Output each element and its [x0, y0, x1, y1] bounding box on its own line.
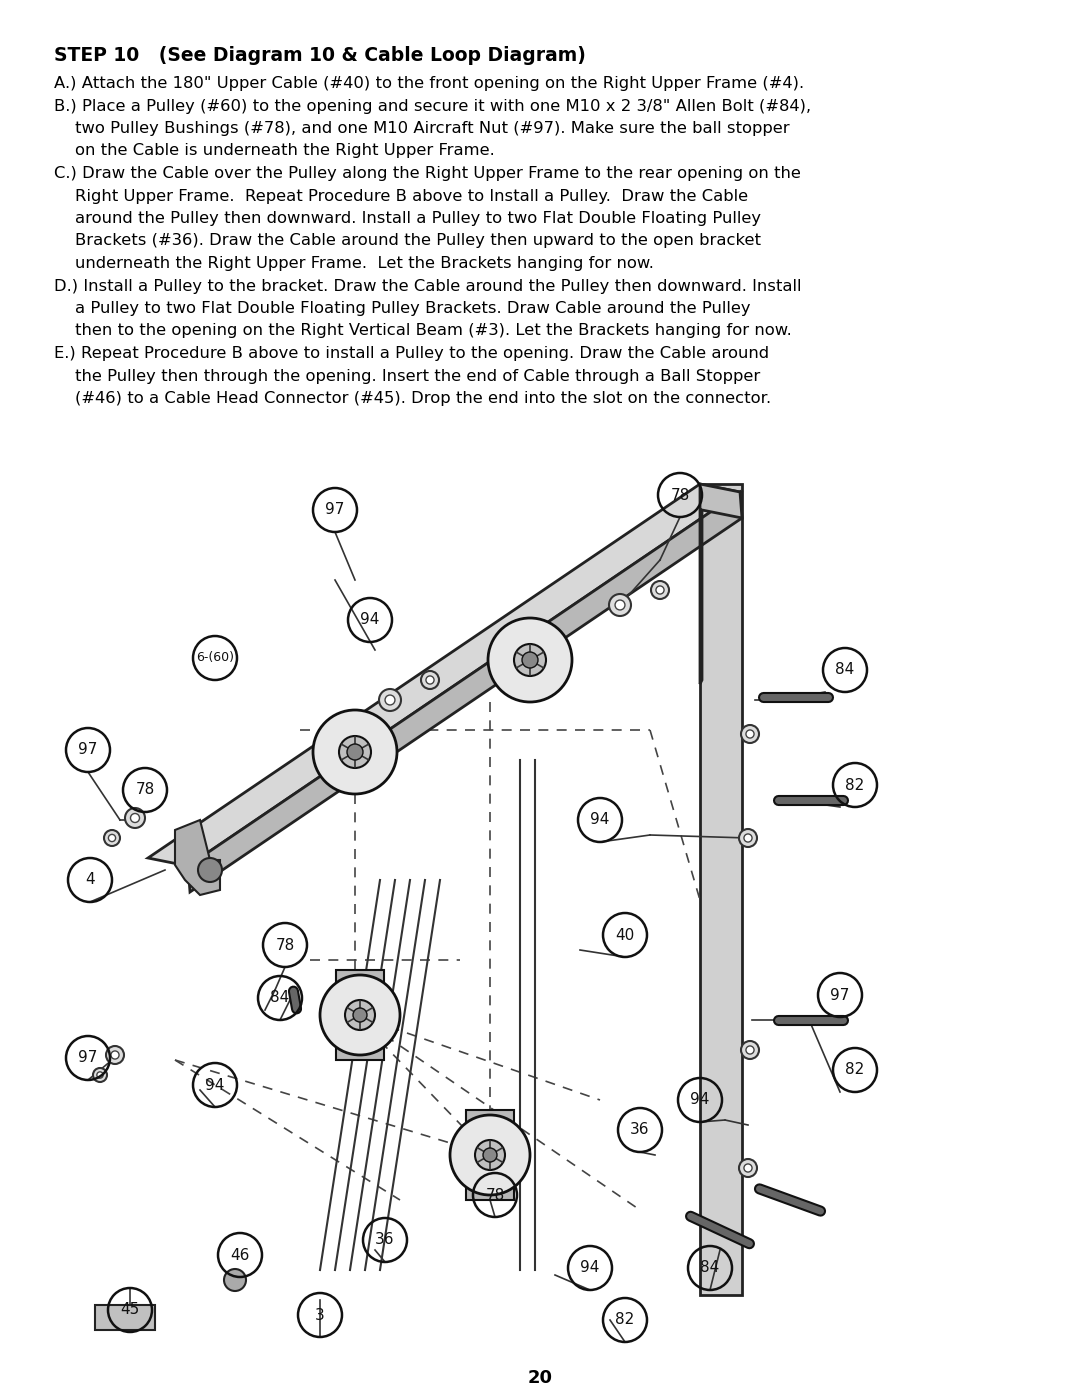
- Bar: [465, 1111, 514, 1200]
- Circle shape: [106, 1046, 124, 1065]
- Text: B.) Place a Pulley (#60) to the opening and secure it with one M10 x 2 3/8" Alle: B.) Place a Pulley (#60) to the opening …: [54, 99, 811, 113]
- Text: 36: 36: [631, 1123, 650, 1137]
- Text: 97: 97: [79, 1051, 97, 1066]
- Circle shape: [483, 1148, 497, 1162]
- Circle shape: [744, 1164, 752, 1172]
- Circle shape: [514, 644, 546, 676]
- Text: STEP 10   (See Diagram 10 & Cable Loop Diagram): STEP 10 (See Diagram 10 & Cable Loop Dia…: [54, 46, 585, 66]
- Text: 78: 78: [275, 937, 295, 953]
- Text: A.) Attach the 180" Upper Cable (#40) to the front opening on the Right Upper Fr: A.) Attach the 180" Upper Cable (#40) to…: [54, 75, 805, 91]
- Text: 82: 82: [846, 778, 865, 792]
- Text: 94: 94: [205, 1077, 225, 1092]
- Text: 97: 97: [831, 988, 850, 1003]
- Circle shape: [739, 828, 757, 847]
- Circle shape: [104, 830, 120, 847]
- Circle shape: [379, 689, 401, 711]
- Text: 84: 84: [700, 1260, 719, 1275]
- Text: 46: 46: [230, 1248, 249, 1263]
- Text: 94: 94: [361, 612, 380, 627]
- Circle shape: [353, 1009, 367, 1023]
- Text: 97: 97: [325, 503, 345, 517]
- Text: underneath the Right Upper Frame.  Let the Brackets hanging for now.: underneath the Right Upper Frame. Let th…: [54, 256, 653, 271]
- Text: on the Cable is underneath the Right Upper Frame.: on the Cable is underneath the Right Upp…: [54, 144, 495, 158]
- Polygon shape: [700, 483, 742, 1295]
- Circle shape: [656, 585, 664, 594]
- Circle shape: [741, 725, 759, 743]
- Text: E.) Repeat Procedure B above to install a Pulley to the opening. Draw the Cable : E.) Repeat Procedure B above to install …: [54, 346, 769, 360]
- Polygon shape: [175, 820, 220, 895]
- Circle shape: [93, 1067, 107, 1083]
- Text: the Pulley then through the opening. Insert the end of Cable through a Ball Stop: the Pulley then through the opening. Ins…: [54, 369, 760, 384]
- Circle shape: [108, 834, 116, 841]
- Text: (#46) to a Cable Head Connector (#45). Drop the end into the slot on the connect: (#46) to a Cable Head Connector (#45). D…: [54, 391, 771, 407]
- Text: 82: 82: [616, 1313, 635, 1327]
- Text: 36: 36: [375, 1232, 395, 1248]
- Circle shape: [339, 736, 372, 768]
- Circle shape: [450, 1115, 530, 1194]
- Text: 84: 84: [835, 662, 854, 678]
- Circle shape: [744, 834, 752, 842]
- Circle shape: [475, 1140, 505, 1171]
- Text: 4: 4: [85, 873, 95, 887]
- Circle shape: [313, 710, 397, 793]
- Text: C.) Draw the Cable over the Pulley along the Right Upper Frame to the rear openi: C.) Draw the Cable over the Pulley along…: [54, 166, 801, 182]
- Text: D.) Install a Pulley to the bracket. Draw the Cable around the Pulley then downw: D.) Install a Pulley to the bracket. Dra…: [54, 278, 801, 293]
- Text: 6-(60): 6-(60): [195, 651, 234, 665]
- Text: 3: 3: [315, 1308, 325, 1323]
- Circle shape: [746, 731, 754, 738]
- Circle shape: [746, 1046, 754, 1055]
- Circle shape: [347, 745, 363, 760]
- Bar: [95, 1305, 156, 1330]
- Circle shape: [615, 601, 625, 610]
- Text: 82: 82: [846, 1063, 865, 1077]
- Text: around the Pulley then downward. Install a Pulley to two Flat Double Floating Pu: around the Pulley then downward. Install…: [54, 211, 761, 226]
- Text: 94: 94: [690, 1092, 710, 1108]
- Text: 78: 78: [671, 488, 690, 503]
- Text: Right Upper Frame.  Repeat Procedure B above to Install a Pulley.  Draw the Cabl: Right Upper Frame. Repeat Procedure B ab…: [54, 189, 748, 204]
- Circle shape: [345, 1000, 375, 1030]
- Text: 78: 78: [135, 782, 154, 798]
- Circle shape: [97, 1071, 104, 1078]
- Circle shape: [224, 1268, 246, 1291]
- Polygon shape: [148, 483, 740, 866]
- Text: 40: 40: [616, 928, 635, 943]
- Bar: [336, 970, 384, 1060]
- Circle shape: [320, 975, 400, 1055]
- Circle shape: [739, 1160, 757, 1178]
- Circle shape: [421, 671, 438, 689]
- Text: Brackets (#36). Draw the Cable around the Pulley then upward to the open bracket: Brackets (#36). Draw the Cable around th…: [54, 233, 761, 249]
- Text: 94: 94: [580, 1260, 599, 1275]
- Text: then to the opening on the Right Vertical Beam (#3). Let the Brackets hanging fo: then to the opening on the Right Vertica…: [54, 324, 792, 338]
- Circle shape: [386, 696, 395, 705]
- Polygon shape: [700, 483, 742, 685]
- Text: 97: 97: [79, 742, 97, 757]
- Text: two Pulley Bushings (#78), and one M10 Aircraft Nut (#97). Make sure the ball st: two Pulley Bushings (#78), and one M10 A…: [54, 122, 789, 136]
- Text: 84: 84: [270, 990, 289, 1006]
- Circle shape: [522, 652, 538, 668]
- Text: 20: 20: [527, 1369, 553, 1387]
- Circle shape: [131, 813, 139, 823]
- Polygon shape: [188, 492, 742, 893]
- Circle shape: [741, 1041, 759, 1059]
- Text: 45: 45: [120, 1302, 139, 1317]
- Circle shape: [609, 594, 631, 616]
- Text: 94: 94: [591, 813, 610, 827]
- Circle shape: [111, 1051, 119, 1059]
- Text: a Pulley to two Flat Double Floating Pulley Brackets. Draw Cable around the Pull: a Pulley to two Flat Double Floating Pul…: [54, 300, 751, 316]
- Text: 78: 78: [485, 1187, 504, 1203]
- Circle shape: [125, 807, 145, 828]
- Circle shape: [198, 858, 222, 882]
- Circle shape: [426, 676, 434, 685]
- Circle shape: [488, 617, 572, 703]
- Circle shape: [651, 581, 669, 599]
